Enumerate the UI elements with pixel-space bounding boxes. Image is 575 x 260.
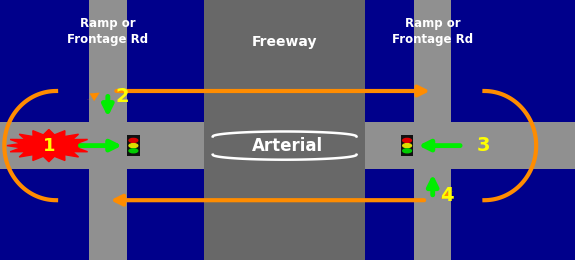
Text: 3: 3 [476,136,490,155]
Text: Freeway: Freeway [252,35,317,49]
Polygon shape [7,129,91,162]
Text: 1: 1 [43,136,55,155]
Bar [204,0,365,260]
Bar [127,135,140,156]
Circle shape [129,138,138,142]
Text: Ramp or
Frontage Rd: Ramp or Frontage Rd [392,17,473,46]
Bar [414,0,451,260]
Bar [401,135,413,156]
Text: Ramp or
Frontage Rd: Ramp or Frontage Rd [67,17,148,46]
Circle shape [129,149,138,153]
Circle shape [402,138,412,142]
Bar [89,0,126,260]
Bar [0,122,575,169]
Text: 4: 4 [440,185,454,205]
Circle shape [129,144,138,148]
Circle shape [402,149,412,153]
Text: Arterial: Arterial [252,136,323,155]
Circle shape [402,144,412,148]
Text: 2: 2 [116,87,129,106]
